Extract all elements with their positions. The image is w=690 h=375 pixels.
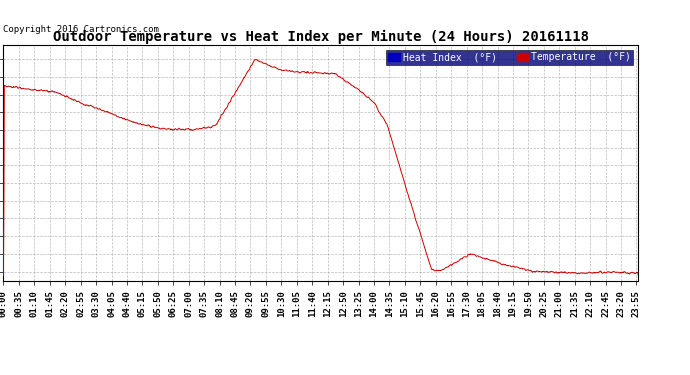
Text: Copyright 2016 Cartronics.com: Copyright 2016 Cartronics.com bbox=[3, 26, 159, 34]
Legend: Heat Index  (°F), Temperature  (°F): Heat Index (°F), Temperature (°F) bbox=[386, 50, 633, 65]
Title: Outdoor Temperature vs Heat Index per Minute (24 Hours) 20161118: Outdoor Temperature vs Heat Index per Mi… bbox=[53, 30, 589, 44]
